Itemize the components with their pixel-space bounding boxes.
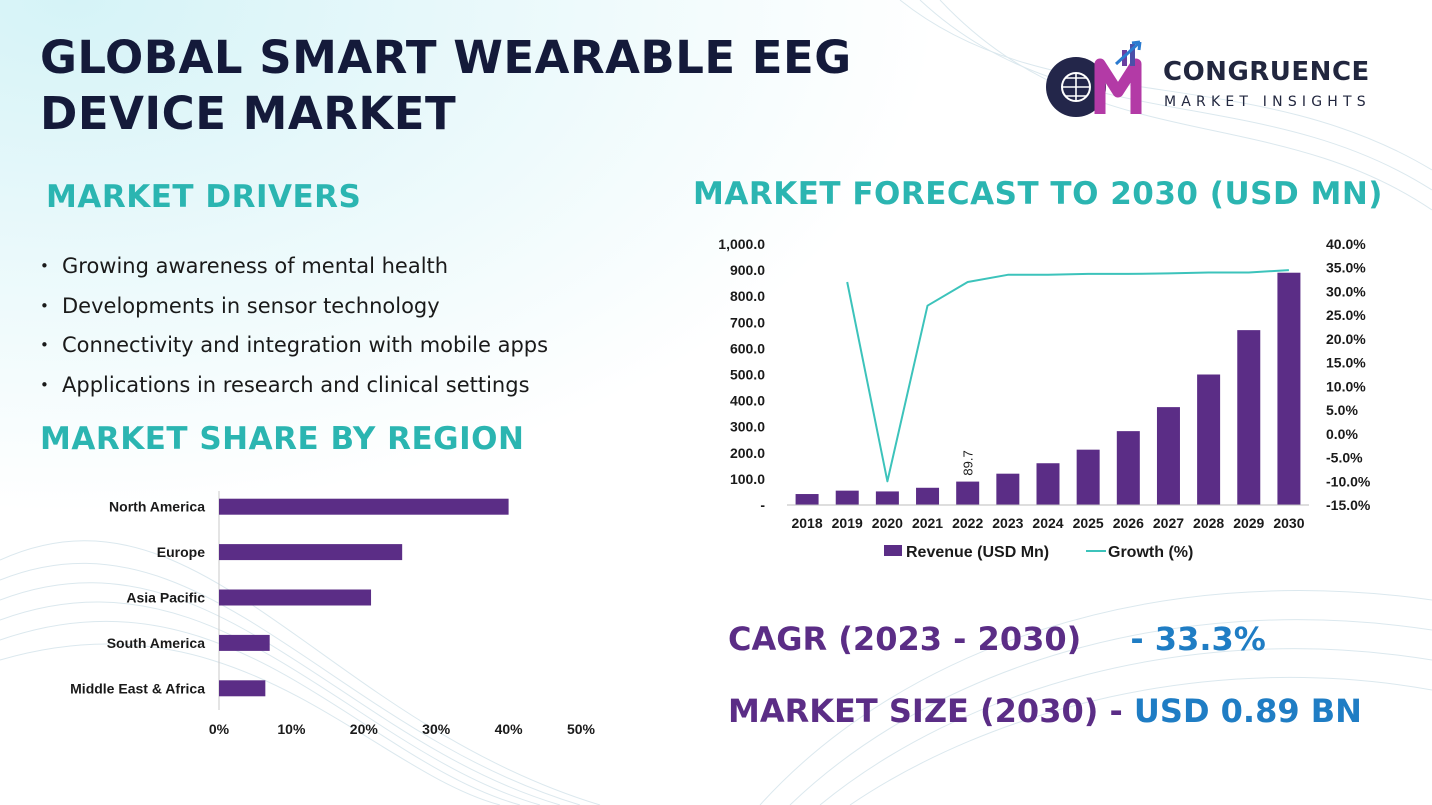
logo-subtitle: MARKET INSIGHTS [1164,94,1371,110]
right-y-tick-label: -10.0% [1326,473,1371,489]
right-y-tick-label: 25.0% [1326,307,1366,323]
drivers-heading: MARKET DRIVERS [46,179,362,215]
page-title: GLOBAL SMART WEARABLE EEG DEVICE MARKET [40,31,852,140]
left-y-tick-label: 1,000.0 [718,236,765,252]
driver-text: Connectivity and integration with mobile… [62,333,549,357]
company-logo: CONGRUENCE MARKET INSIGHTS [1042,40,1402,124]
legend-growth-label: Growth (%) [1108,544,1193,561]
driver-text: Developments in sensor technology [62,293,440,318]
market-size-value: USD 0.89 BN [1133,692,1362,730]
revenue-bar [1197,374,1221,505]
x-tick-label: 2023 [992,515,1023,531]
list-item: • Growing awareness of mental health [40,250,548,290]
x-tick-label: 2029 [1233,515,1264,531]
revenue-bar [1116,431,1140,505]
left-y-tick-label: 100.0 [730,471,765,487]
region-category-label: South America [107,635,205,651]
cagr-value: - 33.3% [1130,620,1266,658]
region-bar [219,680,266,697]
driver-text: Applications in research and clinical se… [62,372,530,397]
x-tick-label: 2019 [832,515,863,531]
left-y-tick-label: 800.0 [730,288,765,304]
bullet-icon: • [40,296,49,315]
region-bar [219,589,372,606]
list-item: • Developments in sensor technology [40,290,548,330]
left-y-tick-label: 500.0 [730,367,765,383]
region-bar [219,498,509,515]
bullet-icon: • [40,375,49,394]
right-y-tick-label: 10.0% [1326,378,1366,394]
right-y-tick-label: -15.0% [1326,497,1371,513]
cagr-kpi: CAGR (2023 - 2030) - 33.3% [728,620,1266,658]
region-category-label: Europe [157,544,205,560]
revenue-bar [916,487,940,505]
revenue-bar [1036,463,1060,505]
logo-mark-icon [1046,40,1142,117]
left-y-tick-label: 400.0 [730,393,765,409]
legend-revenue-label: Revenue (USD Mn) [906,544,1049,561]
revenue-data-label: 89.7 [961,450,976,475]
region-x-tick-label: 20% [350,721,379,737]
region-category-label: Asia Pacific [126,590,205,606]
revenue-bar [1277,272,1301,505]
right-y-tick-label: 20.0% [1326,331,1366,347]
region-x-tick-label: 0% [209,721,230,737]
region-category-label: North America [109,499,205,515]
left-y-tick-label: - [760,497,765,513]
revenue-bar [956,481,980,505]
list-item: • Connectivity and integration with mobil… [40,329,548,369]
x-tick-label: 2030 [1273,515,1304,531]
drivers-list: • Growing awareness of mental health • Dev… [40,250,548,408]
right-y-tick-label: 15.0% [1326,355,1366,371]
x-tick-label: 2021 [912,515,943,531]
x-tick-label: 2018 [791,515,822,531]
region-bar [219,544,403,561]
left-y-tick-label: 600.0 [730,340,765,356]
growth-line [846,269,1289,483]
x-tick-label: 2027 [1153,515,1184,531]
bullet-icon: • [40,257,49,275]
revenue-bar [795,494,819,505]
bullet-icon: • [40,336,49,354]
region-category-label: Middle East & Africa [70,680,205,696]
cagr-label: CAGR (2023 - 2030) [728,620,1082,658]
right-y-tick-label: 35.0% [1326,260,1366,276]
left-y-tick-label: 900.0 [730,262,765,278]
legend-revenue-swatch [884,545,902,556]
region-x-tick-label: 40% [495,721,524,737]
forecast-heading: MARKET FORECAST TO 2030 (USD MN) [693,176,1383,212]
right-y-tick-label: 30.0% [1326,283,1366,299]
revenue-bar [875,491,899,505]
region-heading: MARKET SHARE BY REGION [40,421,525,457]
right-y-tick-label: 5.0% [1326,402,1358,418]
region-bar [219,634,270,651]
left-y-tick-label: 700.0 [730,314,765,330]
revenue-bar [1156,407,1180,505]
right-y-tick-label: 0.0% [1326,426,1358,442]
region-x-tick-label: 10% [277,721,306,737]
revenue-bar [1237,330,1261,505]
region-x-tick-label: 30% [422,721,451,737]
left-y-tick-label: 200.0 [730,445,765,461]
revenue-bar [1076,449,1100,505]
list-item: • Applications in research and clinical s… [40,369,548,409]
x-tick-label: 2026 [1113,515,1144,531]
x-tick-label: 2028 [1193,515,1224,531]
right-y-tick-label: -5.0% [1326,450,1363,466]
x-tick-label: 2022 [952,515,983,531]
x-tick-label: 2024 [1032,515,1063,531]
revenue-bar [996,473,1020,505]
x-tick-label: 2025 [1073,515,1104,531]
region-x-tick-label: 50% [567,721,596,737]
x-tick-label: 2020 [872,515,903,531]
market-size-label: MARKET SIZE (2030) - [728,692,1123,730]
left-y-tick-label: 300.0 [730,419,765,435]
driver-text: Growing awareness of mental health [62,254,449,278]
revenue-bar [835,490,859,505]
market-size-kpi: MARKET SIZE (2030) - USD 0.89 BN [728,692,1362,730]
right-y-tick-label: 40.0% [1326,236,1366,252]
logo-name: CONGRUENCE [1163,57,1370,87]
